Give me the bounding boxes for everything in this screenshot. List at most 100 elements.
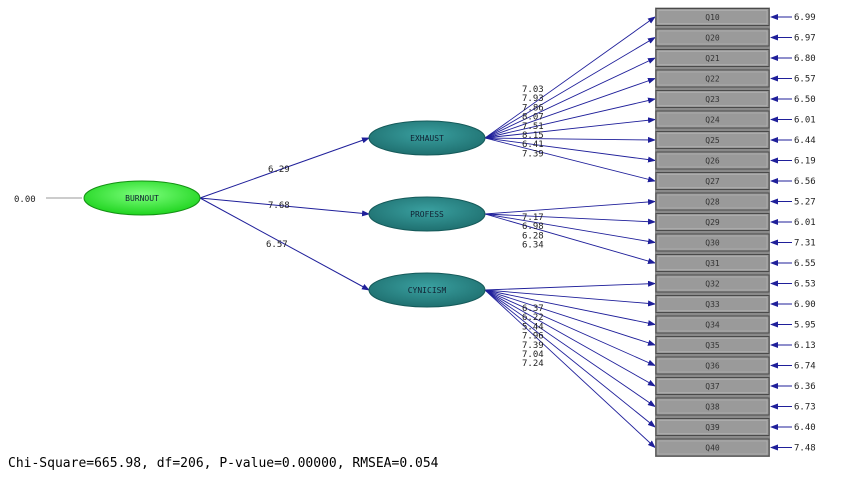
indicator-box bbox=[655, 172, 770, 190]
indicator-label: Q26 bbox=[705, 157, 720, 166]
indicator-box-bevel bbox=[657, 297, 768, 311]
error-value: 7.48 bbox=[794, 444, 816, 454]
loading-coef: 6.22 bbox=[522, 313, 544, 323]
loading-path bbox=[484, 57, 656, 139]
error-value: 6.53 bbox=[794, 280, 816, 290]
indicator-box-bevel bbox=[657, 30, 768, 45]
loading-path bbox=[484, 97, 656, 139]
loading-coef: 7.51 bbox=[522, 122, 544, 132]
error-value: 6.01 bbox=[794, 218, 816, 228]
error-value: 6.40 bbox=[794, 423, 816, 433]
error-value: 6.13 bbox=[794, 341, 816, 351]
indicator-label: Q35 bbox=[705, 341, 720, 350]
loading-coef: 7.39 bbox=[522, 149, 544, 159]
path-coef-profess: 7.68 bbox=[268, 201, 290, 211]
error-value: 6.80 bbox=[794, 54, 816, 64]
indicator-label: Q20 bbox=[705, 34, 720, 43]
indicator-box-bevel bbox=[657, 358, 768, 373]
indicator-box-bevel bbox=[657, 112, 768, 127]
error-value: 6.97 bbox=[794, 34, 816, 44]
indicator-box-bevel bbox=[657, 153, 768, 168]
loading-coef: 7.04 bbox=[522, 350, 544, 360]
error-value: 5.27 bbox=[794, 198, 816, 208]
loading-coef: 8.15 bbox=[522, 131, 544, 141]
path-coef-cynicism: 6.57 bbox=[266, 240, 288, 250]
indicator-box-bevel bbox=[657, 215, 768, 229]
indicator-box bbox=[655, 356, 770, 375]
error-value: 6.36 bbox=[794, 382, 816, 392]
latent-profess-ellipse bbox=[368, 196, 486, 232]
error-value: 6.44 bbox=[794, 136, 816, 146]
indicator-box-bevel bbox=[657, 235, 768, 250]
loading-path bbox=[484, 117, 656, 139]
loading-path bbox=[484, 289, 656, 387]
loading-coef: 7.24 bbox=[522, 359, 544, 369]
loading-path bbox=[484, 280, 656, 291]
loading-coef: 5.44 bbox=[522, 322, 544, 332]
indicator-box-bevel bbox=[657, 92, 768, 106]
indicator-box bbox=[655, 192, 770, 211]
latent-exhaust-ellipse bbox=[368, 120, 486, 156]
indicator-box bbox=[655, 315, 770, 334]
indicator-box bbox=[655, 151, 770, 170]
indicator-label: Q10 bbox=[705, 13, 720, 22]
indicator-box-bevel bbox=[657, 317, 768, 332]
indicator-box bbox=[655, 438, 770, 457]
loading-coef: 7.96 bbox=[522, 332, 544, 342]
loading-coef: 7.03 bbox=[522, 85, 544, 95]
indicator-label: Q37 bbox=[705, 382, 720, 391]
error-value: 6.73 bbox=[794, 403, 816, 413]
indicator-box bbox=[655, 213, 770, 231]
error-value: 5.95 bbox=[794, 321, 816, 331]
loading-path bbox=[484, 289, 656, 307]
indicator-label: Q32 bbox=[705, 280, 720, 289]
indicator-box bbox=[655, 397, 770, 416]
indicator-box-bevel bbox=[657, 276, 768, 291]
loading-path bbox=[484, 77, 656, 139]
loading-path bbox=[484, 289, 656, 327]
loading-coef: 6.41 bbox=[522, 140, 544, 150]
loading-path bbox=[484, 289, 656, 408]
indicator-label: Q24 bbox=[705, 116, 720, 125]
indicator-box bbox=[655, 90, 770, 108]
indicator-box bbox=[655, 295, 770, 313]
burnout-ellipse bbox=[83, 180, 201, 216]
loading-coef: 6.98 bbox=[522, 222, 544, 232]
indicator-box bbox=[655, 377, 770, 395]
loading-path bbox=[484, 289, 656, 346]
loading-coef: 6.28 bbox=[522, 231, 544, 241]
indicator-label: Q22 bbox=[705, 75, 720, 84]
indicator-box bbox=[655, 254, 770, 272]
error-value: 6.19 bbox=[794, 157, 816, 167]
indicator-box-bevel bbox=[657, 399, 768, 414]
loading-path bbox=[484, 199, 656, 215]
indicator-box-bevel bbox=[657, 440, 768, 455]
loading-path bbox=[484, 16, 656, 139]
loading-coef: 7.93 bbox=[522, 94, 544, 104]
error-value: 6.90 bbox=[794, 300, 816, 310]
indicator-label: Q28 bbox=[705, 198, 720, 207]
loading-path bbox=[484, 213, 656, 264]
indicator-label: Q30 bbox=[705, 239, 720, 248]
indicator-box bbox=[655, 8, 770, 26]
indicator-label: Q27 bbox=[705, 177, 720, 186]
structural-path bbox=[199, 197, 370, 217]
loading-path bbox=[484, 137, 656, 183]
loading-path bbox=[484, 289, 656, 449]
indicator-box bbox=[655, 69, 770, 88]
burnout-label: BURNOUT bbox=[125, 194, 159, 203]
indicator-box bbox=[655, 49, 770, 67]
loading-coef: 7.39 bbox=[522, 341, 544, 351]
error-value: 6.57 bbox=[794, 75, 816, 85]
loading-coef: 6.34 bbox=[522, 241, 544, 251]
loading-path bbox=[484, 289, 656, 366]
indicator-box-bevel bbox=[657, 420, 768, 434]
error-value: 6.01 bbox=[794, 116, 816, 126]
indicator-label: Q38 bbox=[705, 403, 720, 412]
indicator-box-bevel bbox=[657, 174, 768, 188]
error-value: 6.99 bbox=[794, 13, 816, 23]
error-value: 6.74 bbox=[794, 362, 816, 372]
loading-path bbox=[484, 289, 656, 428]
loading-path bbox=[484, 137, 656, 163]
